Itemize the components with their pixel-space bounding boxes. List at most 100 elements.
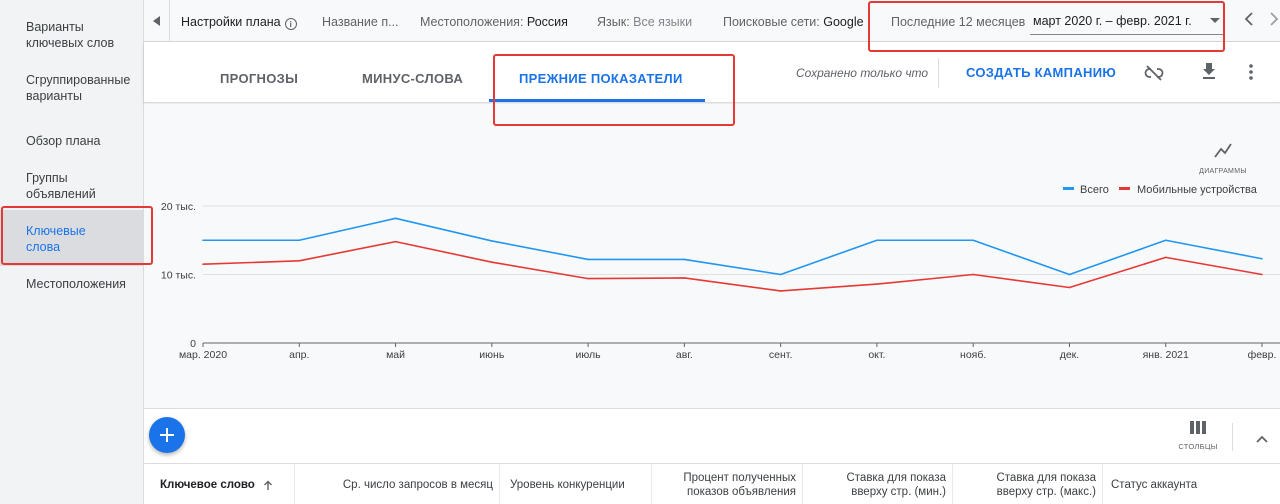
column-header-impression-share[interactable]: Процент полученных показов объявления [652,464,803,504]
data-point-mobile [972,273,974,276]
data-point-total [683,258,686,261]
data-point-total [779,273,782,276]
keywords-table-section: СТОЛБЦЫ Ключевое слово Ср. число запросо… [144,408,1280,504]
data-point-total [491,240,493,242]
download-button[interactable] [1201,61,1217,86]
sidebar-item-grouped-ideas[interactable]: Сгруппированные варианты [26,73,131,103]
x-tick-label: авг. [676,349,693,361]
y-tick-label: 10 тыс. [161,270,196,282]
arrow-up-icon [263,480,272,490]
language-label: Язык: [597,15,630,29]
series-line-total [203,217,1263,276]
plan-name-field[interactable]: Название п... [322,15,399,29]
data-point-mobile [202,263,204,266]
column-header-account-status[interactable]: Статус аккаунта [1103,464,1280,504]
divider [1232,423,1233,451]
plan-settings-bar: Настройки плана i Название п... Местополо… [144,0,1280,42]
tab-negative-keywords[interactable]: МИНУС-СЛОВА [362,71,464,86]
y-tick-label: 20 тыс. [161,201,196,213]
chevron-right-icon [1270,12,1279,26]
data-point-total [876,239,878,242]
sidebar-item-keyword-ideas[interactable]: Варианты ключевых слов [26,20,115,50]
line-chart: 0 10 тыс. 20 тыс. мар. 2020 апр. май июнь июль а… [161,143,1280,361]
sidebar-item-ad-groups[interactable]: Группы объявлений [26,171,96,201]
x-tick-label: апр. [289,349,309,361]
sidebar-item-plan-overview[interactable]: Обзор плана [26,134,101,148]
data-point-total [1164,239,1167,242]
create-campaign-button[interactable]: СОЗДАТЬ КАМПАНИЮ [966,65,1117,80]
x-tick-label: июль [576,349,602,361]
data-point-total [202,239,204,242]
data-point-mobile [779,290,782,292]
x-tick-label: май [386,349,405,361]
data-point-total [298,239,301,242]
data-point-mobile [876,283,878,285]
column-header-avg-searches[interactable]: Ср. число запросов в месяц [295,464,500,504]
chart-area: 0 10 тыс. 20 тыс. мар. 2020 апр. май июнь июль а… [144,104,1280,408]
chart-legend: Всего Мобильные устройства [1063,184,1258,196]
plan-settings-label[interactable]: Настройки плана i [181,14,297,30]
table-header: Ключевое слово Ср. число запросов в меся… [144,463,1280,504]
more-options-button[interactable] [1248,62,1254,87]
locations-label: Местоположения: [420,15,524,29]
caret-left-icon [152,16,160,26]
networks-value: Google [823,15,864,29]
x-tick-label: дек. [1060,349,1079,361]
column-header-competition[interactable]: Уровень конкуренции [500,464,652,504]
date-range-value: март 2020 г. – февр. 2021 г. [1033,14,1192,28]
charts-label: ДИАГРАММЫ [1199,168,1247,175]
x-tick-label: мар. 2020 [179,349,227,361]
x-tick-label: июнь [479,349,505,361]
data-point-mobile [1068,286,1071,289]
tab-forecasts[interactable]: ПРОГНОЗЫ [220,71,299,86]
x-tick-label: янв. 2021 [1143,349,1189,361]
x-tick-label: окт. [868,349,885,361]
columns-label: СТОЛБЦЫ [1178,442,1218,451]
more-vert-icon [1249,64,1253,80]
tab-historical-metrics[interactable]: ПРЕЖНИЕ ПОКАЗАТЕЛИ [519,71,683,86]
date-range-select[interactable]: март 2020 г. – февр. 2021 г. [1030,7,1224,35]
data-point-mobile [683,277,686,279]
sidebar-item-keywords[interactable]: Ключевые слова [26,224,86,254]
columns-button[interactable]: СТОЛБЦЫ [1176,421,1220,455]
unlink-button[interactable] [1144,63,1164,88]
data-point-mobile [587,277,589,280]
column-header-label: Ср. число запросов в месяц [342,479,493,491]
y-tick-label: 0 [190,338,196,350]
legend-swatch-mobile [1119,187,1130,190]
language-value: Все языки [633,15,693,29]
column-header-keyword[interactable]: Ключевое слово [144,464,295,504]
x-tick-label: нояб. [960,349,986,361]
add-keywords-button[interactable] [149,417,185,453]
networks-setting[interactable]: Поисковые сети: Google [723,14,864,30]
legend-label-mobile: Мобильные устройства [1137,184,1258,196]
charts-toggle-button[interactable]: ДИАГРАММЫ [1199,143,1247,175]
saved-status: Сохранено только что [796,66,929,80]
column-header-label: Процент полученных показов объявления [683,472,796,498]
column-header-bid-low[interactable]: Ставка для показа вверху стр. (мин.) [803,464,953,504]
language-setting[interactable]: Язык: Все языки [597,14,692,30]
column-header-label: Статус аккаунта [1111,479,1198,491]
chevron-left-icon [1244,12,1253,26]
link-off-icon [1144,65,1164,81]
collapse-chart-button[interactable] [1255,431,1269,449]
sidebar-item-locations[interactable]: Местоположения [26,277,126,291]
x-tick-label: февр. [1248,349,1277,361]
column-header-label: Ставка для показа вверху стр. (макс.) [996,472,1096,498]
columns-icon [1190,421,1206,434]
locations-setting[interactable]: Местоположения: Россия [420,14,568,30]
collapse-sidebar-button[interactable] [144,0,170,42]
series-line-mobile [202,240,1263,292]
data-point-mobile [394,240,397,243]
x-tick-label: сент. [769,349,792,361]
download-icon [1203,63,1215,79]
column-header-bid-high[interactable]: Ставка для показа вверху стр. (макс.) [953,464,1103,504]
info-icon[interactable]: i [284,18,297,30]
sidebar-active-highlight [0,210,143,266]
data-point-mobile [1261,273,1263,276]
data-point-mobile [298,260,301,262]
previous-period-button[interactable] [1244,12,1254,30]
chevron-down-icon [1210,18,1220,23]
next-period-button[interactable] [1269,12,1279,30]
